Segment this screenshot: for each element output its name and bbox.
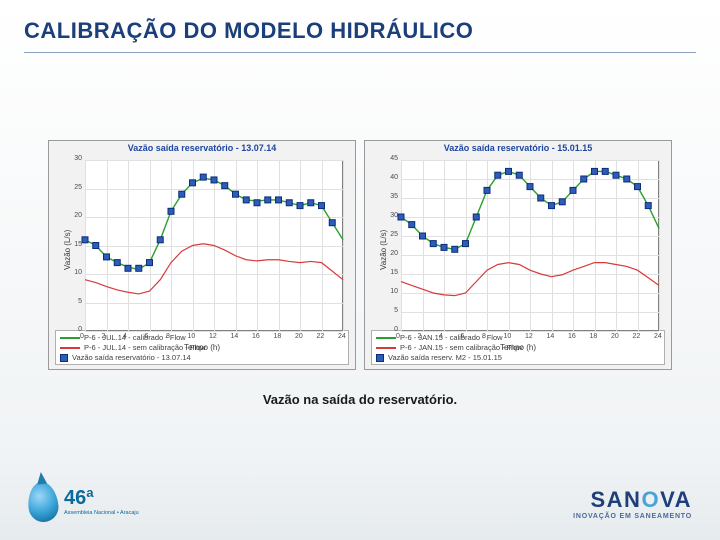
brand-logo: SANOVA INOVAÇÃO EM SANEAMENTO <box>573 487 692 520</box>
marker-medido <box>463 241 469 247</box>
marker-medido <box>82 237 88 243</box>
footer-sub: Assembleia Nacional • Aracaju <box>64 510 139 516</box>
marker-medido <box>602 168 608 174</box>
marker-medido <box>645 203 651 209</box>
marker-medido <box>157 237 163 243</box>
brand-letter: N <box>624 487 641 512</box>
series-sem-calibracao <box>85 244 343 294</box>
marker-medido <box>495 172 501 178</box>
series-svg <box>371 156 665 357</box>
footer-46: 46ª <box>64 487 139 510</box>
marker-medido <box>452 246 458 252</box>
marker-medido <box>190 180 196 186</box>
marker-medido <box>222 183 228 189</box>
marker-medido <box>570 187 576 193</box>
marker-medido <box>254 200 260 206</box>
slide: CALIBRAÇÃO DO MODELO HIDRÁULICO Vazão sa… <box>0 0 720 540</box>
brand-letter: V <box>660 487 675 512</box>
brand-o-icon: O <box>641 487 660 512</box>
chart-title: Vazão saída reservatório - 15.01.15 <box>365 141 671 154</box>
brand-sub: INOVAÇÃO EM SANEAMENTO <box>573 513 692 520</box>
chart-title: Vazão saída reservatório - 13.07.14 <box>49 141 355 154</box>
title-rule <box>24 52 696 53</box>
marker-medido <box>430 241 436 247</box>
marker-medido <box>329 220 335 226</box>
marker-medido <box>147 260 153 266</box>
marker-medido <box>179 191 185 197</box>
series-svg <box>55 156 349 357</box>
marker-medido <box>527 184 533 190</box>
marker-medido <box>581 176 587 182</box>
footer-event-logo: 46ª Assembleia Nacional • Aracaju <box>28 482 139 522</box>
marker-medido <box>613 172 619 178</box>
series-calibrado <box>85 178 343 269</box>
brand-letter: S <box>590 487 606 512</box>
brand-letter: A <box>607 487 624 512</box>
brand-name: SANOVA <box>573 487 692 513</box>
marker-medido <box>211 177 217 183</box>
marker-medido <box>265 197 271 203</box>
marker-medido <box>538 195 544 201</box>
marker-medido <box>243 197 249 203</box>
chart-left: Vazão saída reservatório - 13.07.14 0246… <box>48 140 356 370</box>
marker-medido <box>624 176 630 182</box>
marker-medido <box>559 199 565 205</box>
marker-medido <box>168 208 174 214</box>
marker-medido <box>125 265 131 271</box>
page-title: CALIBRAÇÃO DO MODELO HIDRÁULICO <box>24 18 473 44</box>
marker-medido <box>409 222 415 228</box>
marker-medido <box>420 233 426 239</box>
chart-right: Vazão saída reservatório - 15.01.15 0246… <box>364 140 672 370</box>
marker-medido <box>592 168 598 174</box>
drop-icon <box>26 481 60 524</box>
marker-medido <box>635 184 641 190</box>
series-sem-calibracao <box>401 263 659 296</box>
marker-medido <box>286 200 292 206</box>
figure-caption: Vazão na saída do reservatório. <box>0 392 720 407</box>
marker-medido <box>93 243 99 249</box>
marker-medido <box>136 265 142 271</box>
marker-medido <box>398 214 404 220</box>
marker-medido <box>549 203 555 209</box>
plot-wrap: 024681012141618202224051015202530354045T… <box>371 156 665 328</box>
marker-medido <box>516 172 522 178</box>
marker-medido <box>484 187 490 193</box>
marker-medido <box>319 203 325 209</box>
marker-medido <box>114 260 120 266</box>
marker-medido <box>308 200 314 206</box>
marker-medido <box>473 214 479 220</box>
marker-medido <box>297 203 303 209</box>
brand-letter: A <box>675 487 692 512</box>
charts-row: Vazão saída reservatório - 13.07.14 0246… <box>48 140 672 370</box>
marker-medido <box>233 191 239 197</box>
marker-medido <box>104 254 110 260</box>
marker-medido <box>441 244 447 250</box>
series-calibrado <box>401 171 659 249</box>
marker-medido <box>506 168 512 174</box>
marker-medido <box>200 174 206 180</box>
plot-wrap: 024681012141618202224051015202530Tempo (… <box>55 156 349 328</box>
marker-medido <box>276 197 282 203</box>
